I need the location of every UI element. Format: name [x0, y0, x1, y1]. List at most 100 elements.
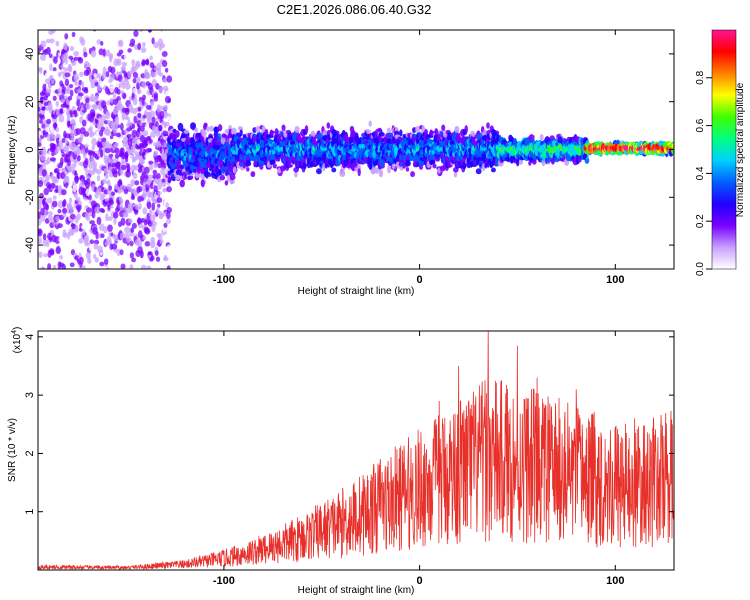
spectrogram-cell: [85, 251, 91, 260]
spectrogram-cell: [106, 267, 110, 269]
spectrogram-cell: [133, 30, 139, 38]
spectrogram-cell: [107, 224, 113, 233]
spectrogram-cell: [37, 293, 42, 299]
spectrogram-cell: [357, 168, 361, 177]
spectrogram-cell: [148, 160, 154, 165]
spectrogram-cell: [52, 70, 58, 77]
spectrogram-cell: [59, 19, 63, 26]
spectrogram-cell: [366, 129, 371, 135]
spectrogram-cell: [62, 232, 69, 238]
spectrogram-cell: [229, 179, 235, 185]
spectrogram-cell: [63, 176, 69, 184]
spectrogram-cell: [128, 291, 133, 296]
spectrogram-cell: [63, 42, 68, 51]
spectrogram-cell: [132, 87, 137, 94]
spectrogram-cell: [124, 226, 131, 234]
spectrogram-cell: [316, 168, 322, 175]
spectrogram-cell: [144, 59, 150, 65]
spectrogram-cell: [105, 130, 110, 135]
spectrogram-cell: [412, 160, 417, 168]
spectrogram-cell: [110, 191, 116, 196]
spectrogram-cell: [152, 169, 158, 175]
spectrogram-cell: [131, 123, 136, 129]
spectrogram-cell: [51, 78, 55, 85]
spectrogram-cell: [132, 72, 139, 79]
spectrogram-cell: [88, 194, 92, 201]
spectrogram-cell: [113, 217, 117, 225]
spectrogram-cell: [203, 122, 208, 127]
spectrogram-cell: [119, 203, 123, 212]
spectrogram-cell: [371, 166, 376, 173]
spectrogram-cell: [124, 284, 129, 290]
spectrogram-cell: [99, 6, 103, 11]
spectrogram-cell: [508, 134, 513, 142]
spectrogram-cell: [53, 56, 58, 64]
spectrogram-cell: [73, 50, 80, 57]
spectrogram-cell: [150, 110, 156, 119]
spectrogram-cell: [59, 255, 63, 260]
spectrogram-cell: [156, 9, 160, 16]
spectrogram-cell: [58, 140, 64, 149]
spectrogram-cell: [454, 125, 460, 133]
spectrogram-cell: [158, 211, 163, 216]
spectrogram-cell: [62, 6, 67, 10]
spectrogram-cell: [49, 183, 56, 189]
spectrogram-cell: [157, 184, 162, 190]
spectrogram-cell: [49, 17, 53, 25]
spectrogram-cell: [391, 163, 396, 170]
spectrogram-cell: [76, 264, 80, 269]
spectrogram-cell: [157, 233, 163, 240]
spectrogram-cell: [76, 168, 81, 175]
spectrogram-cell: [120, 147, 125, 155]
spectrogram-cell: [148, 12, 152, 17]
spectrogram-cell: [102, 7, 106, 15]
spectrogram-cell: [78, 270, 81, 277]
spectrogram-cell: [148, 138, 153, 144]
spectrogram-cell: [151, 223, 156, 233]
spectrogram-cell: [125, 270, 131, 276]
spectrogram-cell: [134, 151, 140, 156]
spectrogram-cell: [104, 174, 109, 179]
spectrogram-cell: [131, 257, 137, 263]
spectrogram-cell: [69, 206, 75, 215]
spectrogram-cell: [107, 216, 113, 222]
spectrogram-cell: [81, 139, 87, 145]
spectrogram-cell: [141, 58, 146, 66]
spectrogram-cell: [166, 186, 172, 193]
spectrogram-cell: [187, 147, 194, 155]
spectrogram-cell: [75, 204, 82, 211]
spectrogram-cell: [161, 60, 168, 68]
spectrogram-cell: [46, 46, 51, 55]
spectrogram-cell: [137, 42, 142, 51]
spectrogram-cell: [129, 252, 134, 259]
spectrogram-cell: [516, 158, 520, 167]
spectrogram-cell: [171, 140, 177, 148]
spectrogram-cell: [46, 156, 51, 164]
spectrogram-cell: [94, 95, 99, 101]
spectrogram-cell: [176, 159, 182, 166]
spectrogram-cell: [209, 125, 214, 132]
spectrogram-cell: [64, 78, 70, 87]
spectrogram-cell: [93, 239, 100, 245]
spectrogram-cell: [142, 94, 146, 101]
spectrogram-cell: [96, 175, 101, 182]
spectrogram-cell: [38, 180, 44, 188]
spectrogram-cell: [79, 71, 84, 77]
spectrogram-cell: [294, 125, 300, 133]
spectrogram-cell: [46, 88, 52, 94]
spectrogram-cell: [167, 176, 172, 184]
spectrogram-cell: [111, 167, 117, 175]
spectrogram-cell: [131, 129, 137, 138]
spectrogram-cell: [388, 132, 392, 137]
spectrogram-cell: [90, 50, 97, 58]
spectrogram-cell: [387, 165, 391, 174]
spectrogram-cell: [82, 228, 86, 236]
spectrogram-cell: [49, 248, 55, 255]
spectrogram-cell: [339, 169, 346, 178]
spectrogram-cell: [405, 160, 411, 167]
spectrogram-cell: [96, 169, 102, 175]
spectrogram-cell: [86, 139, 92, 146]
spectrogram-cell: [79, 285, 83, 292]
spectrogram-cell: [134, 180, 140, 186]
spectrogram-cell: [193, 168, 197, 174]
